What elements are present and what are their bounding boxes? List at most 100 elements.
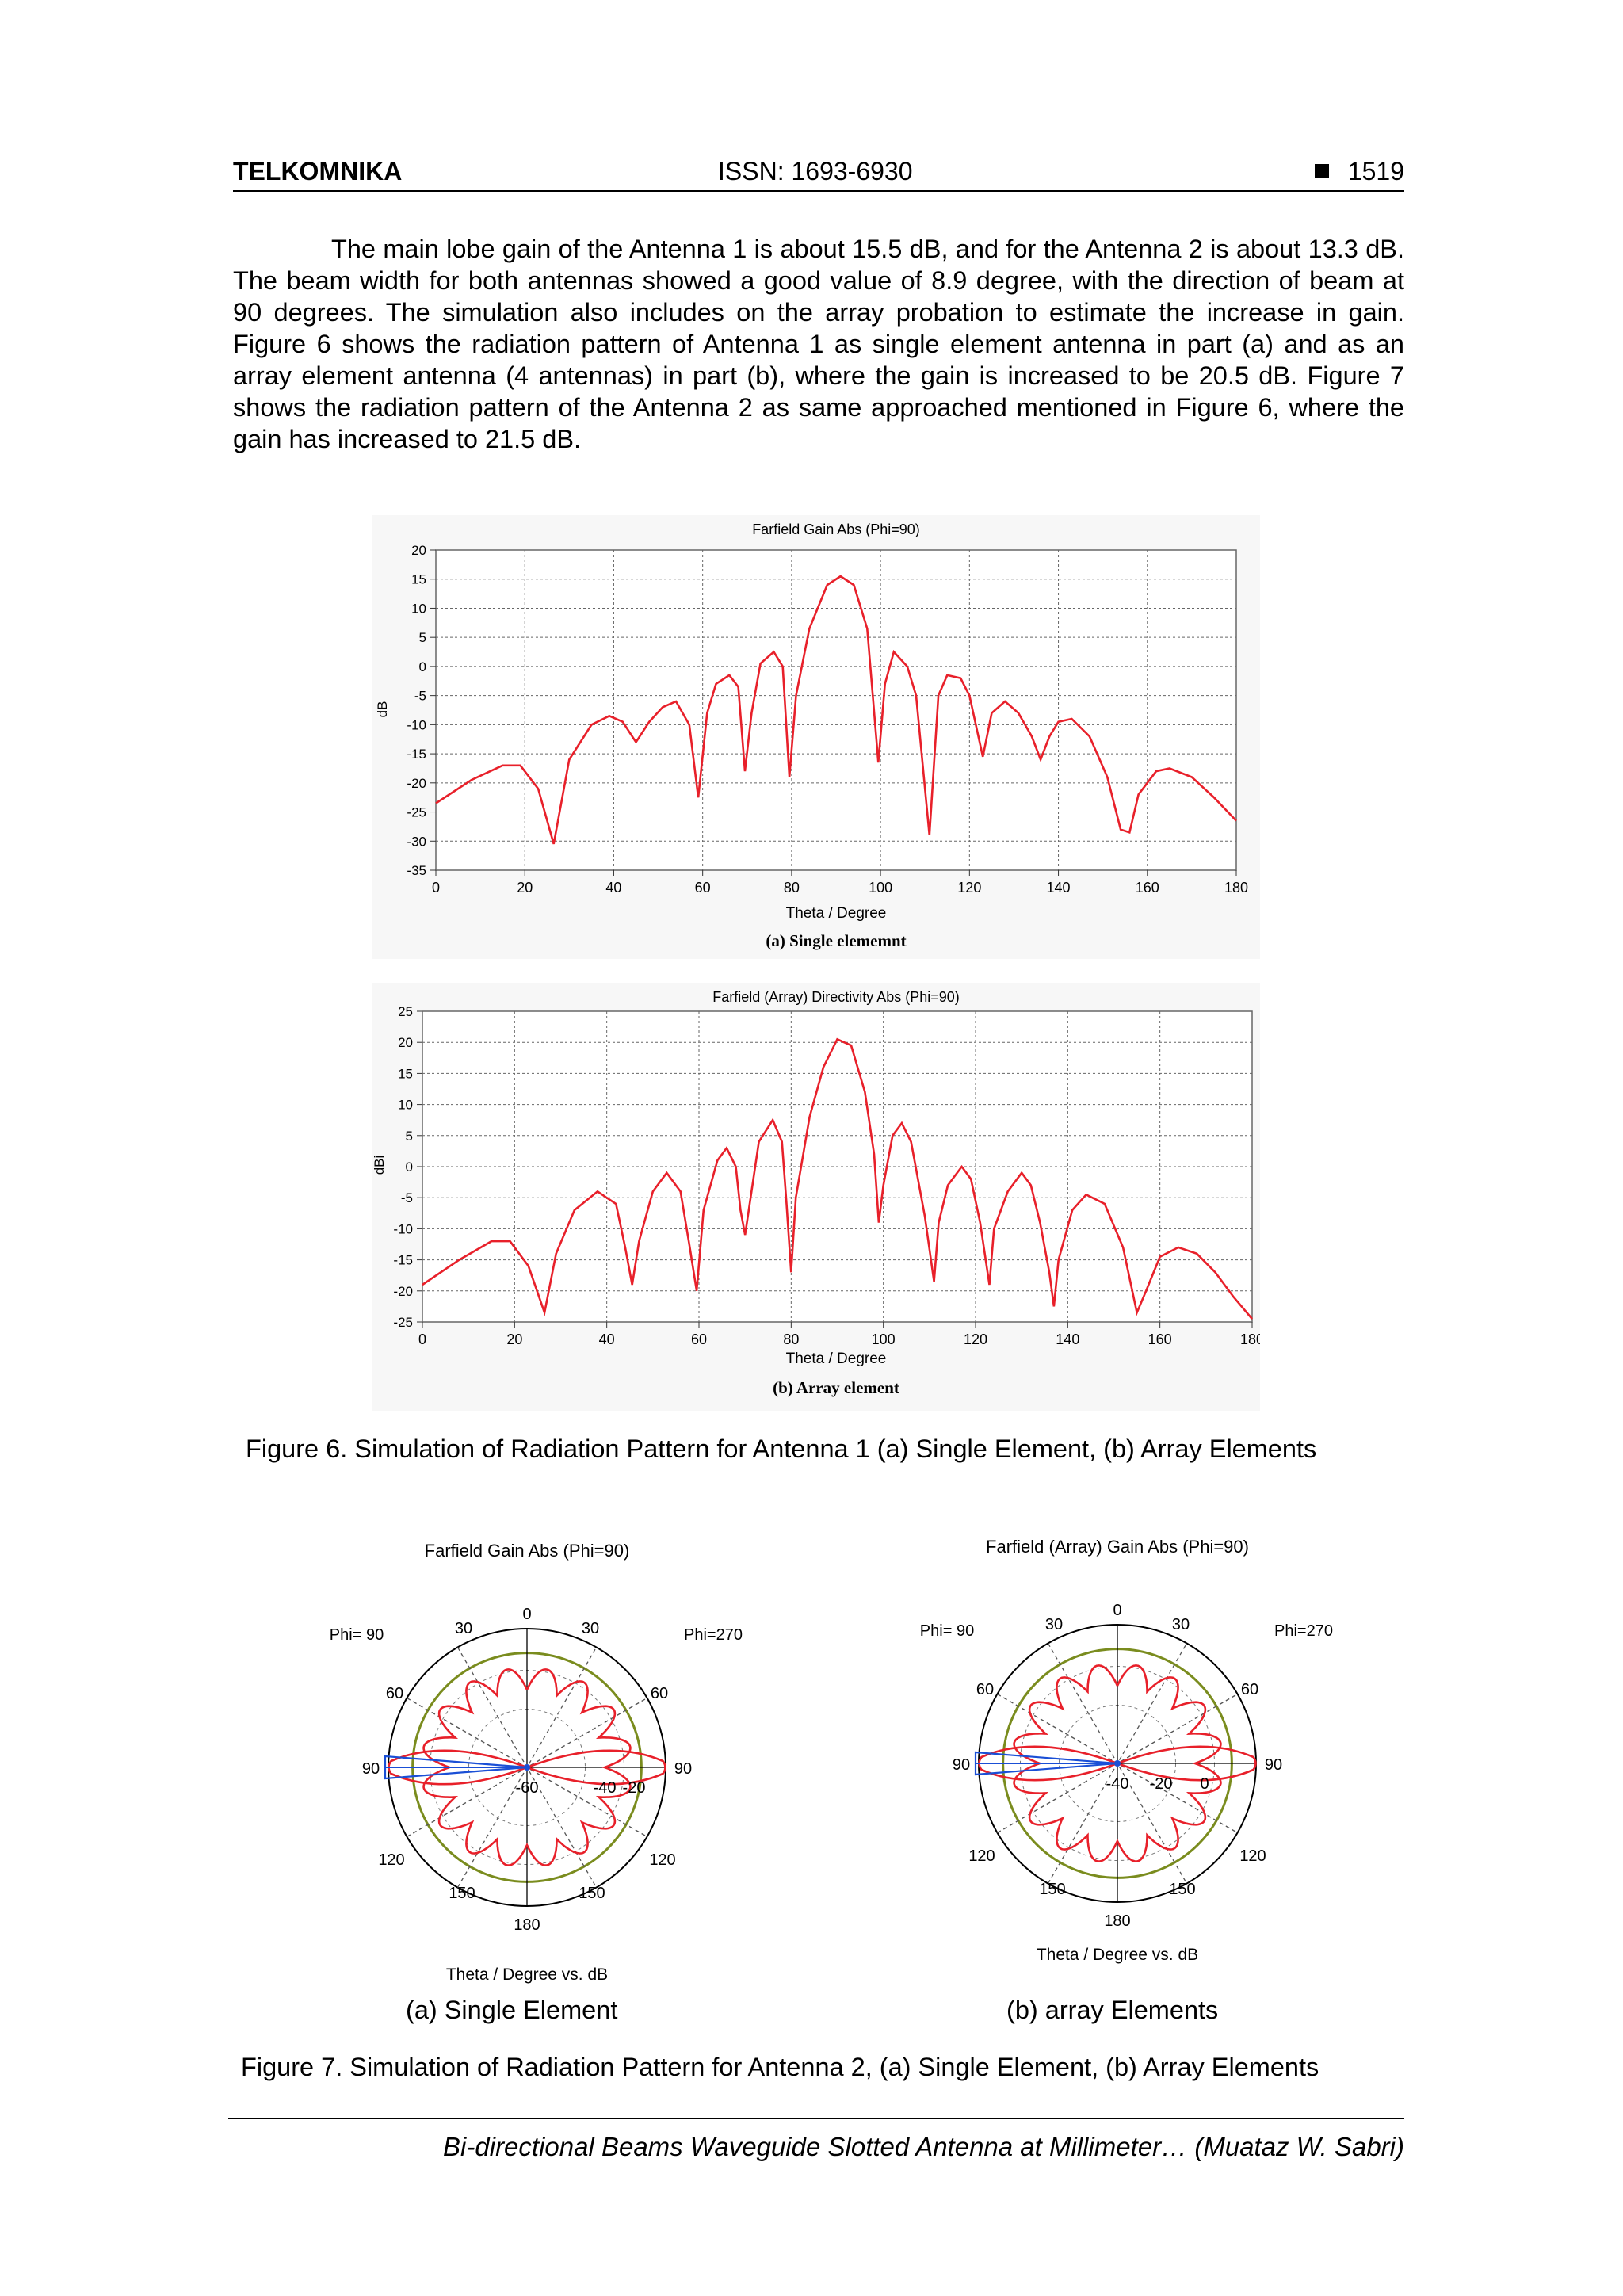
- chart-title: Farfield (Array) Gain Abs (Phi=90): [986, 1537, 1249, 1557]
- x-axis-label: Theta / Degree: [786, 1350, 887, 1367]
- radiation-pattern: [1013, 1664, 1222, 1862]
- phi-label-right: Phi=270: [1274, 1622, 1333, 1640]
- chart-title: Farfield Gain Abs (Phi=90): [425, 1541, 630, 1561]
- y-tick-label: 20: [398, 1035, 413, 1050]
- radial-label: -40: [594, 1779, 617, 1797]
- angle-label: 60: [386, 1685, 403, 1702]
- y-tick-label: 5: [419, 630, 426, 645]
- x-tick-label: 160: [1136, 880, 1159, 896]
- page-footer: Bi-directional Beams Waveguide Slotted A…: [228, 2118, 1404, 2161]
- x-tick-label: 160: [1148, 1331, 1172, 1347]
- x-tick-label: 0: [418, 1331, 426, 1347]
- y-tick-label: -20: [407, 776, 426, 791]
- x-tick-label: 100: [869, 880, 892, 896]
- y-tick-label: -15: [407, 747, 426, 762]
- phi-label-right: Phi=270: [684, 1626, 743, 1644]
- figure6b-chart: Farfield (Array) Directivity Abs (Phi=90…: [372, 983, 1260, 1411]
- y-tick-label: -5: [401, 1190, 413, 1205]
- square-bullet-icon: [1314, 164, 1329, 178]
- angle-label: 60: [976, 1681, 994, 1698]
- y-tick-label: 5: [406, 1129, 413, 1144]
- y-tick-label: 15: [411, 572, 426, 587]
- y-tick-label: -25: [407, 805, 426, 820]
- angle-label: 30: [1045, 1616, 1063, 1633]
- running-title: Bi-directional Beams Waveguide Slotted A…: [443, 2132, 1404, 2161]
- x-tick-label: 100: [872, 1331, 896, 1347]
- subfigure-label: (a) Single elememnt: [766, 931, 906, 950]
- phi-label-left: Phi= 90: [330, 1626, 384, 1644]
- x-ticks: 0 20 40 60 80 100 120 140 160 180: [432, 870, 1248, 896]
- gain-curve: [435, 575, 1237, 845]
- y-tick-label: 0: [406, 1159, 413, 1175]
- x-tick-label: 60: [691, 1331, 707, 1347]
- x-tick-label: 20: [506, 1331, 522, 1347]
- y-tick-label: 20: [411, 543, 426, 558]
- origin-point: [524, 1764, 530, 1771]
- subfigure-label: (b) Array element: [773, 1378, 899, 1397]
- y-tick-label: -35: [407, 863, 426, 878]
- angle-label: 60: [1241, 1681, 1258, 1698]
- page-number-block: 1519: [1314, 157, 1404, 186]
- main-lobe-right: [1117, 1745, 1257, 1782]
- x-tick-label: 20: [517, 880, 533, 896]
- angle-label: 30: [582, 1620, 599, 1637]
- grid: [435, 549, 1237, 871]
- x-tick-label: 80: [784, 880, 800, 896]
- figure7a-polar: Farfield Gain Abs (Phi=90) 0 30 30 60 60 90 90…: [330, 1541, 743, 1984]
- figure6a-chart: Farfield Gain Abs (Phi=90) 20 15 10 5 0 -5 -10…: [372, 515, 1260, 959]
- figure6-caption: Figure 6. Simulation of Radiation Patter…: [246, 1435, 1317, 1463]
- angle-label: 150: [579, 1885, 605, 1902]
- x-tick-label: 40: [605, 880, 621, 896]
- angle-label: 180: [514, 1916, 540, 1934]
- figure7a-label: (a) Single Element: [406, 1996, 618, 2024]
- polar-plot: 0 30 30 60 60 90 90 120 120 150 150 180 Phi= 90 Phi=2…: [330, 1606, 743, 1934]
- y-tick-label: -20: [393, 1284, 413, 1299]
- figure7b-polar: Farfield (Array) Gain Abs (Phi=90) 0 30 30…: [920, 1537, 1333, 1964]
- radiation-pattern: [422, 1668, 632, 1866]
- x-tick-label: 120: [964, 1331, 987, 1347]
- page-header: TELKOMNIKA ISSN: 1693-6930 1519: [233, 155, 1404, 192]
- angle-label: 60: [651, 1685, 668, 1702]
- y-tick-label: 10: [398, 1098, 413, 1113]
- y-tick-label: -25: [393, 1315, 413, 1330]
- plot-area: [435, 549, 1237, 871]
- radial-label: -20: [623, 1779, 646, 1797]
- angle-label: 120: [378, 1851, 404, 1869]
- issn: ISSN: 1693-6930: [718, 157, 913, 185]
- y-ticks: 25 20 15 10 5 0 -5 -10 -15 -20 -25: [393, 1004, 422, 1330]
- x-tick-label: 80: [783, 1331, 799, 1347]
- y-tick-label: -30: [407, 834, 426, 849]
- radial-label: 0: [1200, 1775, 1209, 1793]
- x-axis-label: Theta / Degree: [786, 905, 887, 922]
- x-tick-label: 180: [1224, 880, 1248, 896]
- polar-plot: 0 30 30 60 60 90 90 120 120 150 150 180 Phi= 90 Phi=2…: [920, 1602, 1333, 1930]
- axis-label: Theta / Degree vs. dB: [446, 1966, 608, 1984]
- angle-label: 120: [968, 1847, 995, 1865]
- y-tick-label: 25: [398, 1004, 413, 1019]
- angle-label: 120: [1239, 1847, 1266, 1865]
- y-tick-label: 15: [398, 1066, 413, 1081]
- page-number: 1519: [1347, 157, 1404, 185]
- radial-label: -60: [516, 1779, 539, 1797]
- angle-label: 90: [953, 1756, 970, 1774]
- x-tick-label: 120: [957, 880, 981, 896]
- body-paragraph: The main lobe gain of the Antenna 1 is a…: [233, 235, 1404, 453]
- angle-label: 0: [522, 1606, 531, 1623]
- x-tick-label: 40: [599, 1331, 615, 1347]
- angle-label: 90: [362, 1760, 380, 1778]
- phi-label-left: Phi= 90: [920, 1622, 974, 1640]
- angle-label: 180: [1104, 1912, 1130, 1930]
- axis-label: Theta / Degree vs. dB: [1037, 1946, 1198, 1964]
- y-tick-label: -15: [393, 1253, 413, 1268]
- x-ticks: 0 20 40 60 80 100 120 140 160 180: [418, 1322, 1260, 1347]
- origin-point: [1114, 1760, 1121, 1767]
- x-tick-label: 140: [1047, 880, 1071, 896]
- chart-title: Farfield (Array) Directivity Abs (Phi=90…: [712, 989, 960, 1005]
- x-tick-label: 140: [1056, 1331, 1079, 1347]
- angle-label: 90: [674, 1760, 692, 1778]
- radial-label: -40: [1106, 1775, 1129, 1793]
- y-axis-label: dB: [375, 701, 390, 718]
- x-tick-label: 180: [1240, 1331, 1260, 1347]
- angle-label: 120: [649, 1851, 675, 1869]
- y-tick-label: -10: [407, 717, 426, 732]
